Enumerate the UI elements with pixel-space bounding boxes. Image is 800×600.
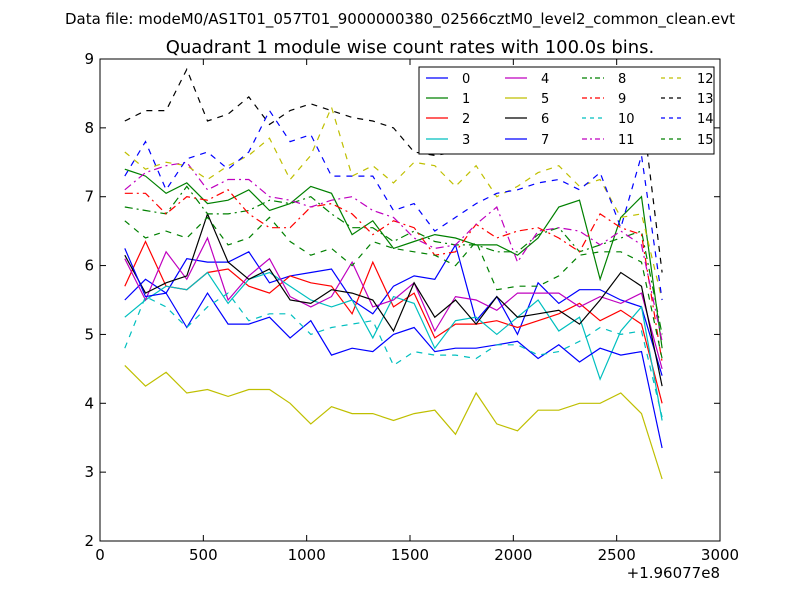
legend-label-2: 2 bbox=[462, 112, 470, 127]
legend-label-11: 11 bbox=[618, 133, 635, 148]
series-line-4 bbox=[124, 236, 663, 370]
series-line-3 bbox=[124, 271, 663, 421]
legend-label-7: 7 bbox=[541, 133, 549, 148]
legend-label-8: 8 bbox=[618, 72, 626, 87]
axis-ticks: 0 500 1000 1500 2000 2500 3000 2 3 4 5 6 7 8 9 bbox=[84, 50, 739, 564]
series-line-1 bbox=[124, 168, 663, 349]
legend-label-14: 14 bbox=[697, 112, 714, 127]
y-tick-label: 4 bbox=[84, 394, 94, 412]
legend-label-12: 12 bbox=[697, 72, 714, 87]
series-line-14 bbox=[124, 109, 663, 301]
series-line-7 bbox=[124, 248, 663, 449]
legend-label-3: 3 bbox=[462, 133, 470, 148]
plot-lines bbox=[124, 67, 663, 480]
y-tick-label: 6 bbox=[84, 257, 94, 275]
series-line-10 bbox=[124, 292, 663, 418]
x-tick-label: 3000 bbox=[701, 546, 739, 564]
series-line-0 bbox=[124, 243, 663, 376]
series-line-6 bbox=[124, 212, 663, 387]
series-line-11 bbox=[124, 161, 663, 342]
y-tick-label: 7 bbox=[84, 188, 94, 206]
series-line-5 bbox=[124, 364, 663, 480]
series-line-12 bbox=[124, 105, 663, 301]
x-tick-label: 1000 bbox=[288, 546, 326, 564]
y-tick-label: 5 bbox=[84, 325, 94, 343]
x-tick-label: 2000 bbox=[494, 546, 532, 564]
legend-label-6: 6 bbox=[541, 112, 549, 127]
x-tick-label: 0 bbox=[95, 546, 105, 564]
legend-label-10: 10 bbox=[618, 112, 635, 127]
series-line-15 bbox=[124, 216, 663, 359]
series-line-2 bbox=[124, 240, 663, 404]
legend-label-15: 15 bbox=[697, 133, 714, 148]
legend-label-13: 13 bbox=[697, 92, 714, 107]
series-line-9 bbox=[124, 189, 663, 363]
x-tick-label: 2500 bbox=[598, 546, 636, 564]
legend-label-5: 5 bbox=[541, 92, 549, 107]
legend-label-9: 9 bbox=[618, 92, 626, 107]
y-tick-label: 2 bbox=[84, 532, 94, 550]
chart-title: Quadrant 1 module wise count rates with … bbox=[166, 37, 655, 58]
y-tick-label: 3 bbox=[84, 463, 94, 481]
x-tick-label: 1500 bbox=[391, 546, 429, 564]
figure-supertitle: Data file: modeM0/AS1T01_057T01_90000003… bbox=[65, 10, 735, 29]
y-tick-label: 9 bbox=[84, 50, 94, 68]
x-tick-label: 500 bbox=[189, 546, 218, 564]
legend-label-1: 1 bbox=[462, 92, 470, 107]
legend-label-0: 0 bbox=[462, 72, 470, 87]
x-axis-offset-label: +1.96077e8 bbox=[627, 564, 720, 582]
y-tick-label: 8 bbox=[84, 119, 94, 137]
legend-label-4: 4 bbox=[541, 72, 549, 87]
